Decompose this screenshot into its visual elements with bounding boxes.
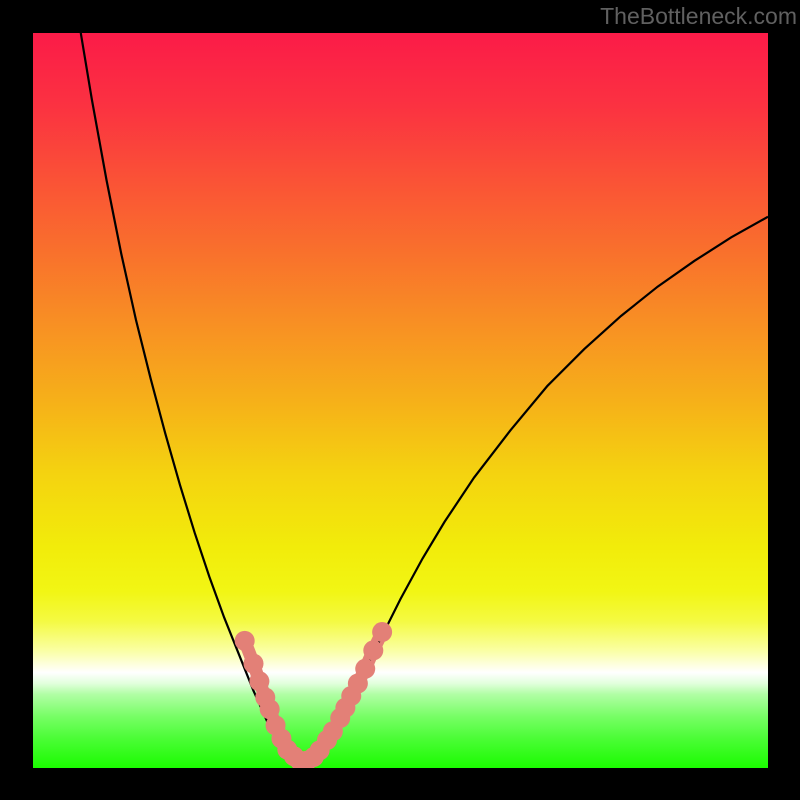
marker-dot xyxy=(372,622,392,642)
watermark-text: TheBottleneck.com xyxy=(600,3,797,30)
plot-svg xyxy=(33,33,768,768)
marker-dot xyxy=(355,659,375,679)
plot-area xyxy=(33,33,768,768)
gradient-background xyxy=(33,33,768,768)
chart-container: TheBottleneck.com xyxy=(0,0,800,800)
marker-dot xyxy=(235,631,255,651)
marker-dot xyxy=(244,654,264,674)
marker-dot xyxy=(363,640,383,660)
